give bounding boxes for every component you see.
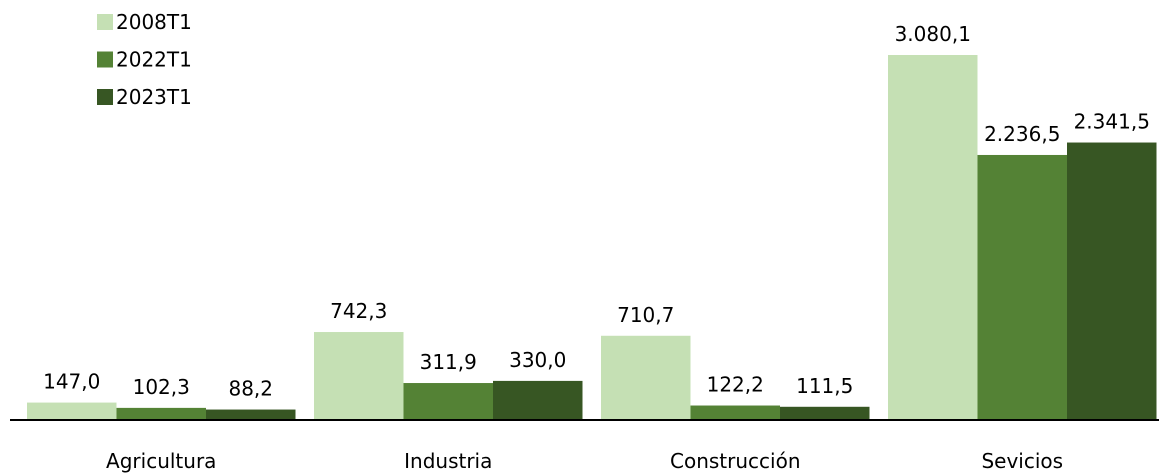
value-label: 111,5 bbox=[796, 374, 853, 398]
x-tick-label: Industria bbox=[404, 449, 492, 473]
legend-swatch bbox=[97, 14, 113, 30]
legend-label: 2023T1 bbox=[116, 85, 192, 109]
bar bbox=[116, 407, 206, 420]
bar bbox=[888, 55, 978, 420]
value-label: 311,9 bbox=[420, 350, 477, 374]
x-tick-label: Construcción bbox=[670, 449, 801, 473]
legend-swatch bbox=[97, 51, 113, 68]
value-label: 710,7 bbox=[617, 303, 674, 327]
bar bbox=[690, 405, 780, 420]
value-label: 2.236,5 bbox=[984, 122, 1060, 146]
legend-label: 2022T1 bbox=[116, 48, 192, 72]
x-tick-label: Sevicios bbox=[981, 449, 1063, 473]
value-label: 3.080,1 bbox=[895, 22, 971, 46]
x-tick-label: Agricultura bbox=[106, 449, 216, 473]
value-label: 88,2 bbox=[228, 377, 273, 401]
bar bbox=[977, 154, 1067, 421]
value-label: 2.341,5 bbox=[1074, 110, 1150, 134]
value-label: 742,3 bbox=[330, 299, 387, 323]
legend-swatch bbox=[97, 89, 113, 105]
legend-label: 2008T1 bbox=[116, 10, 192, 34]
bar bbox=[314, 332, 404, 420]
value-label: 330,0 bbox=[509, 348, 566, 372]
value-label: 122,2 bbox=[707, 373, 764, 397]
bar bbox=[403, 383, 493, 420]
bar bbox=[206, 409, 296, 420]
bar bbox=[1067, 142, 1157, 420]
bar bbox=[780, 406, 870, 420]
value-label: 102,3 bbox=[133, 375, 190, 399]
bar bbox=[493, 380, 583, 420]
value-label: 147,0 bbox=[43, 370, 100, 394]
bar bbox=[601, 335, 691, 420]
bar bbox=[27, 402, 117, 420]
